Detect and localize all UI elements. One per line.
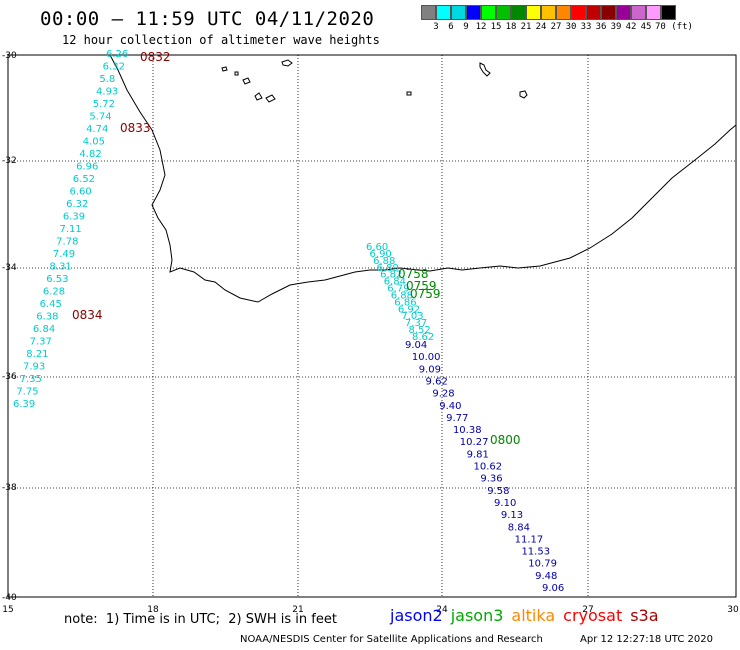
- wave-height-value: 8.31: [50, 262, 72, 273]
- wave-height-map: -30-32-34-36-38-40 15 18 21 24 27 30 6.266.32…: [0, 0, 740, 650]
- wave-height-value: 10.00: [412, 352, 441, 363]
- pass-time-label: 0834: [72, 308, 103, 322]
- lat-lon-grid: [8, 55, 736, 597]
- wave-height-value: 6.45: [40, 299, 62, 310]
- wave-height-value: 7.49: [53, 249, 75, 260]
- latitude-labels: -30 -32 -34 -36 -38 -40: [2, 51, 17, 603]
- wave-height-value: 9.10: [494, 498, 516, 509]
- wave-height-value: 6.39: [13, 399, 35, 410]
- legend-item-jason2: jason2: [390, 606, 443, 625]
- wave-height-value: 6.60: [69, 187, 91, 198]
- wave-height-value: 5.8: [99, 74, 115, 85]
- wave-height-value: 10.79: [528, 559, 557, 570]
- east-altimeter-track: 6.606.906.886.896.826.846.796.886.866.92…: [366, 242, 564, 594]
- latitude-label: -34: [2, 263, 17, 273]
- wave-height-value: 10.38: [453, 425, 482, 436]
- wave-height-value: 6.84: [33, 324, 55, 335]
- islands: [222, 60, 527, 102]
- wave-height-value: 6.96: [76, 162, 98, 173]
- wave-height-value: 9.36: [480, 474, 502, 485]
- wave-height-value: 7.93: [23, 362, 45, 373]
- wave-height-value: 11.17: [515, 534, 544, 545]
- wave-height-value: 7.37: [30, 337, 52, 348]
- map-frame: [8, 55, 736, 597]
- wave-height-value: 6.28: [43, 287, 65, 298]
- wave-height-value: 9.48: [535, 571, 557, 582]
- wave-height-value: 5.72: [93, 99, 115, 110]
- latitude-label: -38: [2, 483, 17, 493]
- latitude-label: -32: [2, 156, 17, 166]
- wave-height-value: 9.77: [446, 413, 468, 424]
- wave-height-value: 6.53: [46, 274, 68, 285]
- pass-time-label: 0832: [140, 50, 171, 64]
- satellite-legend: jason2 jason3 altika cryosat s3a: [390, 606, 667, 625]
- wave-height-value: 9.06: [542, 583, 564, 594]
- latitude-label: -40: [2, 593, 17, 603]
- legend-item-cryosat: cryosat: [563, 606, 622, 625]
- wave-height-value: 5.74: [89, 112, 111, 123]
- wave-height-value: 9.09: [419, 364, 441, 375]
- legend-item-s3a: s3a: [630, 606, 658, 625]
- wave-height-value: 4.93: [96, 87, 118, 98]
- wave-height-value: 10.62: [474, 462, 503, 473]
- wave-height-value: 9.04: [405, 340, 427, 351]
- wave-height-value: 9.13: [501, 510, 523, 521]
- map-note: note: 1) Time is in UTC; 2) SWH is in fe…: [64, 612, 337, 627]
- wave-height-value: 4.74: [86, 124, 108, 135]
- pass-time-label: 0759: [410, 287, 441, 301]
- wave-height-value: 11.53: [521, 547, 550, 558]
- wave-height-value: 9.62: [426, 376, 448, 387]
- legend-item-altika: altika: [511, 606, 555, 625]
- coastline: [110, 55, 736, 302]
- wave-height-value: 7.75: [16, 387, 38, 398]
- pass-time-labels: 0832083308340758075908000759: [72, 50, 521, 447]
- latitude-label: -36: [2, 372, 17, 382]
- longitude-label: 15: [2, 605, 13, 615]
- wave-height-value: 7.78: [56, 237, 78, 248]
- wave-height-value: 7.35: [20, 374, 42, 385]
- west-altimeter-track: 6.266.325.84.935.725.744.744.054.826.966…: [13, 49, 128, 410]
- wave-height-value: 6.32: [66, 199, 88, 210]
- wave-height-value: 8.84: [508, 522, 530, 533]
- wave-height-value: 6.52: [73, 174, 95, 185]
- wave-height-value: 9.81: [467, 449, 489, 460]
- generated-timestamp: Apr 12 12:27:18 UTC 2020: [580, 634, 713, 645]
- wave-height-value: 8.21: [26, 349, 48, 360]
- pass-time-label: 0833: [120, 121, 151, 135]
- wave-height-value: 4.82: [79, 149, 101, 160]
- pass-time-label: 0800: [490, 433, 521, 447]
- wave-height-value: 6.38: [36, 312, 58, 323]
- wave-height-value: 4.05: [83, 137, 105, 148]
- longitude-label: 30: [727, 605, 739, 615]
- credit-text: NOAA/NESDIS Center for Satellite Applica…: [240, 634, 543, 645]
- wave-height-value: 6.26: [106, 49, 128, 60]
- wave-height-value: 7.11: [60, 224, 82, 235]
- legend-item-jason3: jason3: [451, 606, 504, 625]
- latitude-label: -30: [2, 51, 17, 61]
- wave-height-value: 10.27: [460, 437, 489, 448]
- wave-height-value: 9.58: [487, 486, 509, 497]
- wave-height-value: 9.28: [432, 389, 454, 400]
- wave-height-value: 6.39: [63, 212, 85, 223]
- wave-height-value: 6.32: [103, 62, 125, 73]
- wave-height-value: 9.40: [439, 401, 461, 412]
